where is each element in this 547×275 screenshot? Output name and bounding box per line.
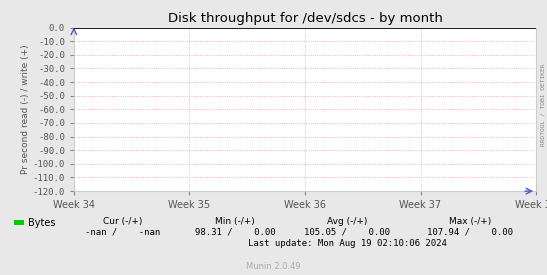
Text: Bytes: Bytes: [28, 218, 55, 228]
Text: 98.31 /    0.00: 98.31 / 0.00: [195, 228, 276, 237]
Title: Disk throughput for /dev/sdcs - by month: Disk throughput for /dev/sdcs - by month: [167, 12, 443, 25]
Text: Min (-/+): Min (-/+): [216, 217, 255, 226]
Text: 105.05 /    0.00: 105.05 / 0.00: [304, 228, 391, 237]
Text: Munin 2.0.49: Munin 2.0.49: [246, 262, 301, 271]
Text: Max (-/+): Max (-/+): [449, 217, 492, 226]
Text: Avg (-/+): Avg (-/+): [327, 217, 368, 226]
Text: 107.94 /    0.00: 107.94 / 0.00: [427, 228, 514, 237]
Text: RRDTOOL / TOBI OETIKER: RRDTOOL / TOBI OETIKER: [541, 63, 546, 146]
Y-axis label: Pr second read (-) / write (+): Pr second read (-) / write (+): [21, 45, 30, 174]
Text: Last update: Mon Aug 19 02:10:06 2024: Last update: Mon Aug 19 02:10:06 2024: [248, 239, 447, 248]
Text: -nan /    -nan: -nan / -nan: [85, 228, 161, 237]
Text: Cur (-/+): Cur (-/+): [103, 217, 143, 226]
